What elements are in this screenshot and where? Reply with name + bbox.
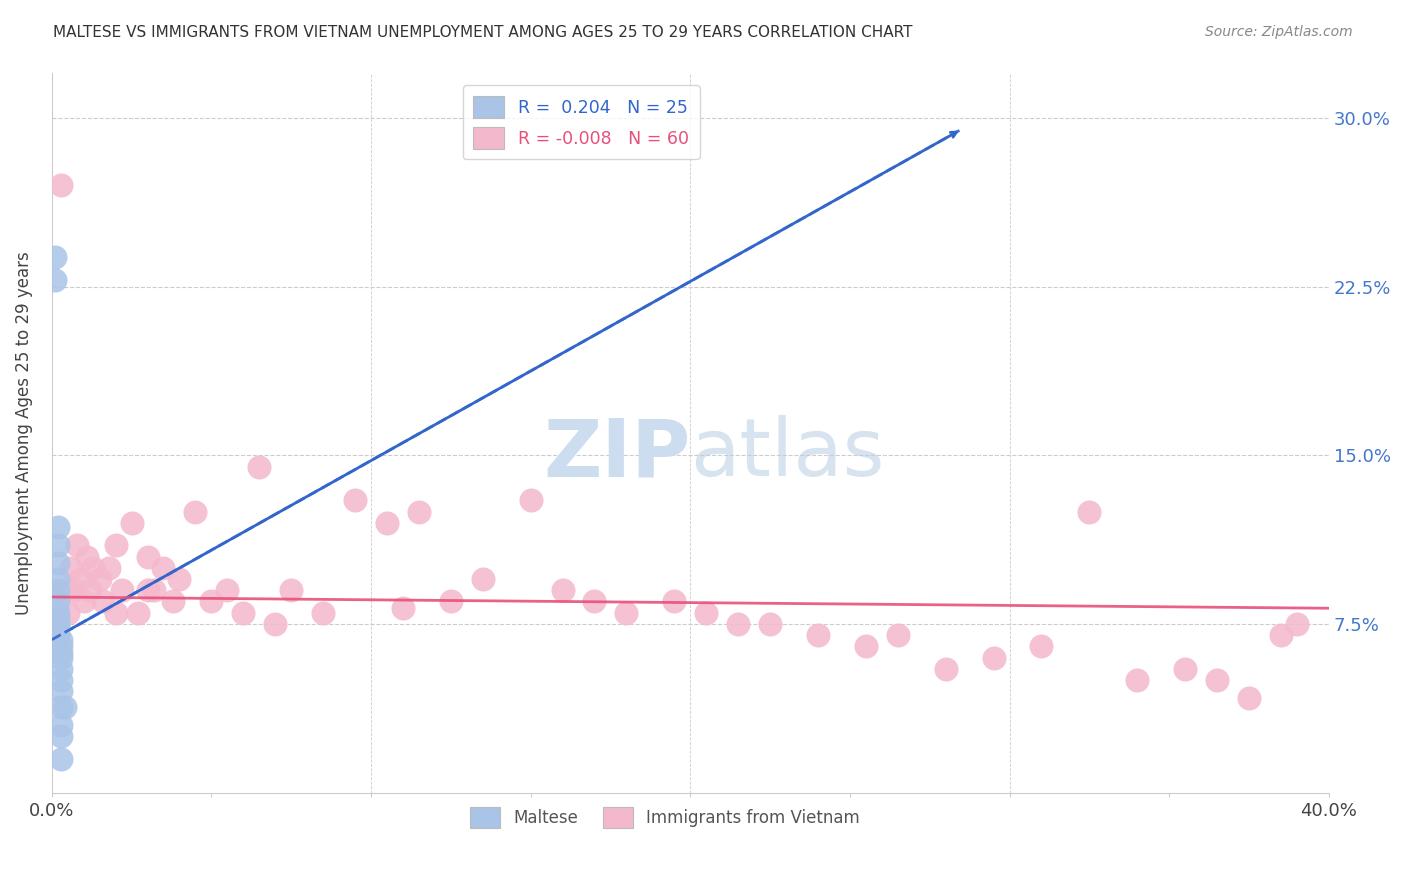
Point bbox=[983, 650, 1005, 665]
Point bbox=[169, 572, 191, 586]
Point bbox=[551, 583, 574, 598]
Point bbox=[935, 662, 957, 676]
Point bbox=[76, 549, 98, 564]
Point bbox=[583, 594, 606, 608]
Text: atlas: atlas bbox=[690, 416, 884, 493]
Point bbox=[111, 583, 134, 598]
Point bbox=[63, 583, 86, 598]
Point bbox=[184, 504, 207, 518]
Point bbox=[232, 606, 254, 620]
Point bbox=[53, 583, 76, 598]
Point bbox=[519, 493, 541, 508]
Point bbox=[46, 612, 69, 626]
Point bbox=[44, 251, 66, 265]
Point bbox=[471, 572, 494, 586]
Point bbox=[727, 617, 749, 632]
Y-axis label: Unemployment Among Ages 25 to 29 years: Unemployment Among Ages 25 to 29 years bbox=[15, 251, 32, 615]
Point bbox=[408, 504, 430, 518]
Point bbox=[51, 730, 73, 744]
Point bbox=[51, 700, 73, 714]
Point bbox=[46, 520, 69, 534]
Point bbox=[200, 594, 222, 608]
Point bbox=[59, 560, 82, 574]
Point bbox=[142, 583, 165, 598]
Point bbox=[807, 628, 830, 642]
Point bbox=[51, 662, 73, 676]
Point bbox=[51, 178, 73, 193]
Point bbox=[51, 684, 73, 698]
Point bbox=[280, 583, 302, 598]
Point bbox=[127, 606, 149, 620]
Point bbox=[82, 560, 104, 574]
Point bbox=[51, 646, 73, 660]
Point bbox=[46, 594, 69, 608]
Point bbox=[69, 572, 91, 586]
Point bbox=[695, 606, 717, 620]
Point bbox=[440, 594, 463, 608]
Point bbox=[616, 606, 638, 620]
Point bbox=[1237, 691, 1260, 706]
Point bbox=[162, 594, 184, 608]
Point bbox=[51, 673, 73, 688]
Point bbox=[51, 650, 73, 665]
Legend: Maltese, Immigrants from Vietnam: Maltese, Immigrants from Vietnam bbox=[463, 800, 866, 835]
Point bbox=[46, 606, 69, 620]
Point bbox=[136, 549, 159, 564]
Point bbox=[46, 617, 69, 632]
Point bbox=[855, 640, 877, 654]
Point bbox=[887, 628, 910, 642]
Point bbox=[664, 594, 686, 608]
Point bbox=[344, 493, 367, 508]
Point bbox=[1270, 628, 1292, 642]
Point bbox=[375, 516, 398, 530]
Point bbox=[79, 583, 101, 598]
Point bbox=[56, 606, 79, 620]
Text: MALTESE VS IMMIGRANTS FROM VIETNAM UNEMPLOYMENT AMONG AGES 25 TO 29 YEARS CORREL: MALTESE VS IMMIGRANTS FROM VIETNAM UNEMP… bbox=[53, 25, 912, 40]
Point bbox=[46, 622, 69, 636]
Point bbox=[217, 583, 239, 598]
Point bbox=[1285, 617, 1308, 632]
Point bbox=[98, 560, 121, 574]
Point bbox=[89, 572, 111, 586]
Text: ZIP: ZIP bbox=[543, 416, 690, 493]
Point bbox=[46, 628, 69, 642]
Point bbox=[247, 459, 270, 474]
Point bbox=[66, 538, 89, 552]
Point bbox=[392, 601, 415, 615]
Point bbox=[91, 594, 114, 608]
Point bbox=[312, 606, 335, 620]
Point bbox=[46, 572, 69, 586]
Point bbox=[73, 594, 96, 608]
Point bbox=[1031, 640, 1053, 654]
Point bbox=[1206, 673, 1229, 688]
Point bbox=[46, 583, 69, 598]
Point bbox=[51, 752, 73, 766]
Point bbox=[1126, 673, 1149, 688]
Point bbox=[152, 560, 174, 574]
Point bbox=[51, 632, 73, 647]
Point bbox=[51, 718, 73, 732]
Point bbox=[46, 538, 69, 552]
Point bbox=[1174, 662, 1197, 676]
Point bbox=[104, 606, 127, 620]
Point bbox=[136, 583, 159, 598]
Point bbox=[53, 700, 76, 714]
Point bbox=[1078, 504, 1101, 518]
Point bbox=[121, 516, 143, 530]
Point bbox=[51, 640, 73, 654]
Point bbox=[44, 273, 66, 287]
Text: Source: ZipAtlas.com: Source: ZipAtlas.com bbox=[1205, 25, 1353, 39]
Point bbox=[46, 556, 69, 570]
Point bbox=[104, 538, 127, 552]
Point bbox=[759, 617, 782, 632]
Point bbox=[264, 617, 287, 632]
